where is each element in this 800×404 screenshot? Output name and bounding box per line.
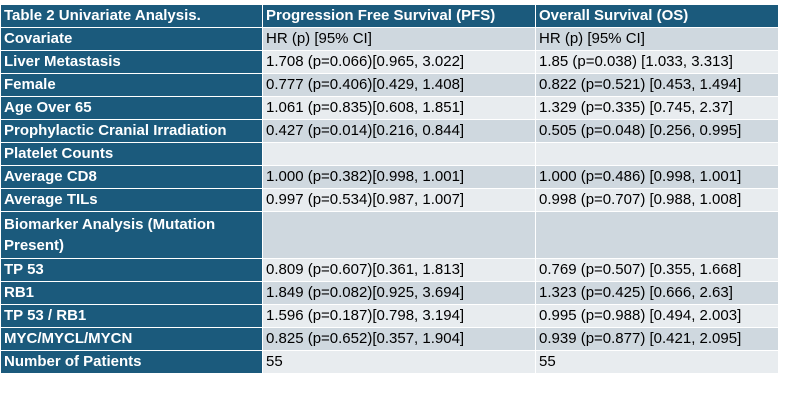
row-label-number-of-patients: Number of Patients (0, 350, 263, 374)
row-label-rb1: RB1 (0, 281, 263, 305)
table-row: Female 0.777 (p=0.406)[0.429, 1.408] 0.8… (0, 73, 779, 97)
cell-pfs: 0.777 (p=0.406)[0.429, 1.408] (262, 73, 536, 97)
table-row: Biomarker Analysis (Mutation Present) (0, 211, 779, 259)
row-label-platelet-counts: Platelet Counts (0, 142, 263, 166)
cell-pfs: 1.596 (p=0.187)[0.798, 3.194] (262, 304, 536, 328)
row-label-biomarker-analysis: Biomarker Analysis (Mutation Present) (0, 211, 263, 259)
univariate-analysis-table: Table 2 Univariate Analysis. Progression… (0, 4, 779, 374)
table-row: Number of Patients 55 55 (0, 350, 779, 374)
row-label-pci: Prophylactic Cranial Irradiation (0, 119, 263, 143)
cell-pfs (262, 142, 536, 166)
row-label-female: Female (0, 73, 263, 97)
cell-os: 0.822 (p=0.521) [0.453, 1.494] (535, 73, 779, 97)
cell-os: 1.85 (p=0.038) [1.033, 3.313] (535, 50, 779, 74)
cell-pfs: 1.061 (p=0.835)[0.608, 1.851] (262, 96, 536, 120)
cell-pfs: 1.849 (p=0.082)[0.925, 3.694] (262, 281, 536, 305)
row-label-covariate: Covariate (0, 27, 263, 51)
cell-pfs: HR (p) [95% CI] (262, 27, 536, 51)
table-row: Average CD8 1.000 (p=0.382)[0.998, 1.001… (0, 165, 779, 189)
cell-os: 0.995 (p=0.988) [0.494, 2.003] (535, 304, 779, 328)
row-label-age-over-65: Age Over 65 (0, 96, 263, 120)
cell-pfs: 0.427 (p=0.014)[0.216, 0.844] (262, 119, 536, 143)
table-row: TP 53 0.809 (p=0.607)[0.361, 1.813] 0.76… (0, 258, 779, 282)
cell-pfs: 0.809 (p=0.607)[0.361, 1.813] (262, 258, 536, 282)
cell-os: 1.000 (p=0.486) [0.998, 1.001] (535, 165, 779, 189)
row-label-tp53: TP 53 (0, 258, 263, 282)
table-row: MYC/MYCL/MYCN 0.825 (p=0.652)[0.357, 1.9… (0, 327, 779, 351)
column-header-os: Overall Survival (OS) (535, 4, 779, 28)
row-label-tp53-rb1: TP 53 / RB1 (0, 304, 263, 328)
table-row: Average TILs 0.997 (p=0.534)[0.987, 1.00… (0, 188, 779, 212)
column-header-pfs: Progression Free Survival (PFS) (262, 4, 536, 28)
cell-os (535, 211, 779, 259)
cell-pfs: 1.708 (p=0.066)[0.965, 3.022] (262, 50, 536, 74)
table-row: TP 53 / RB1 1.596 (p=0.187)[0.798, 3.194… (0, 304, 779, 328)
cell-os: HR (p) [95% CI] (535, 27, 779, 51)
cell-os: 0.998 (p=0.707) [0.988, 1.008] (535, 188, 779, 212)
table-row: Covariate HR (p) [95% CI] HR (p) [95% CI… (0, 27, 779, 51)
cell-pfs: 0.825 (p=0.652)[0.357, 1.904] (262, 327, 536, 351)
cell-pfs: 1.000 (p=0.382)[0.998, 1.001] (262, 165, 536, 189)
row-label-myc: MYC/MYCL/MYCN (0, 327, 263, 351)
table-row: RB1 1.849 (p=0.082)[0.925, 3.694] 1.323 … (0, 281, 779, 305)
cell-pfs: 0.997 (p=0.534)[0.987, 1.007] (262, 188, 536, 212)
cell-os: 1.323 (p=0.425) [0.666, 2.63] (535, 281, 779, 305)
table-caption: Table 2 Univariate Analysis. (0, 4, 263, 28)
cell-pfs (262, 211, 536, 259)
cell-os: 0.769 (p=0.507) [0.355, 1.668] (535, 258, 779, 282)
table-row: Platelet Counts (0, 142, 779, 166)
row-label-average-tils: Average TILs (0, 188, 263, 212)
cell-os: 55 (535, 350, 779, 374)
table-row: Liver Metastasis 1.708 (p=0.066)[0.965, … (0, 50, 779, 74)
row-label-liver-metastasis: Liver Metastasis (0, 50, 263, 74)
cell-os (535, 142, 779, 166)
table-row: Prophylactic Cranial Irradiation 0.427 (… (0, 119, 779, 143)
cell-os: 0.939 (p=0.877) [0.421, 2.095] (535, 327, 779, 351)
cell-pfs: 55 (262, 350, 536, 374)
cell-os: 1.329 (p=0.335) [0.745, 2.37] (535, 96, 779, 120)
table-row: Age Over 65 1.061 (p=0.835)[0.608, 1.851… (0, 96, 779, 120)
cell-os: 0.505 (p=0.048) [0.256, 0.995] (535, 119, 779, 143)
header-row: Table 2 Univariate Analysis. Progression… (0, 4, 779, 28)
row-label-average-cd8: Average CD8 (0, 165, 263, 189)
